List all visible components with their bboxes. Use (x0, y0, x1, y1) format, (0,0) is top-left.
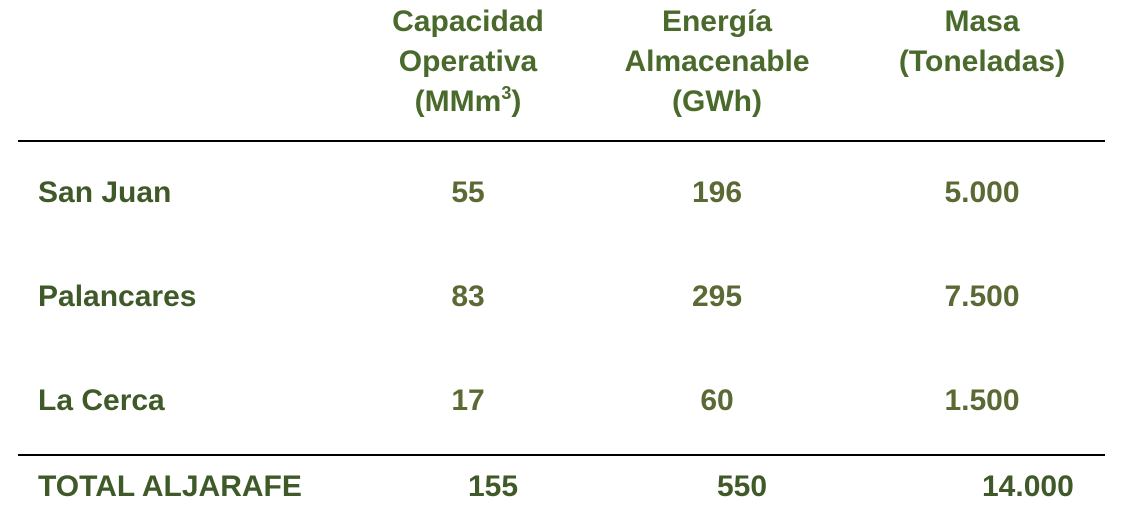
header-text: (MMm3) (415, 82, 522, 122)
cell-value: 196 (691, 176, 743, 209)
total-value: 155 (468, 470, 519, 503)
total-value: 550 (717, 470, 768, 503)
header-text: Almacenable (624, 45, 810, 78)
total-label: TOTAL ALJARAFE (38, 470, 302, 503)
cell-value: 60 (700, 384, 734, 417)
row-label: Palancares (38, 280, 197, 313)
header-text: Energía (661, 5, 773, 38)
superscript: 3 (501, 83, 512, 103)
cell-value: 7.500 (944, 280, 1020, 313)
header-text: Masa (944, 5, 1020, 38)
cell-value: 5.000 (944, 176, 1020, 209)
cell-value: 17 (451, 384, 485, 417)
header-text: (Toneladas) (898, 45, 1066, 78)
header-text: (GWh) (672, 85, 762, 118)
row-label: San Juan (38, 176, 172, 209)
total-rule (18, 454, 1105, 456)
cell-value: 55 (451, 176, 485, 209)
header-rule (18, 140, 1105, 142)
cell-value: 1.500 (944, 384, 1020, 417)
cell-value: 83 (451, 280, 485, 313)
total-value: 14.000 (982, 470, 1074, 503)
row-label: La Cerca (38, 384, 165, 417)
header-text: (MMm (414, 85, 502, 118)
header-text: Operativa (398, 45, 538, 78)
cell-value: 295 (691, 280, 743, 313)
header-text: ) (511, 85, 522, 118)
header-text: Capacidad (392, 5, 544, 38)
